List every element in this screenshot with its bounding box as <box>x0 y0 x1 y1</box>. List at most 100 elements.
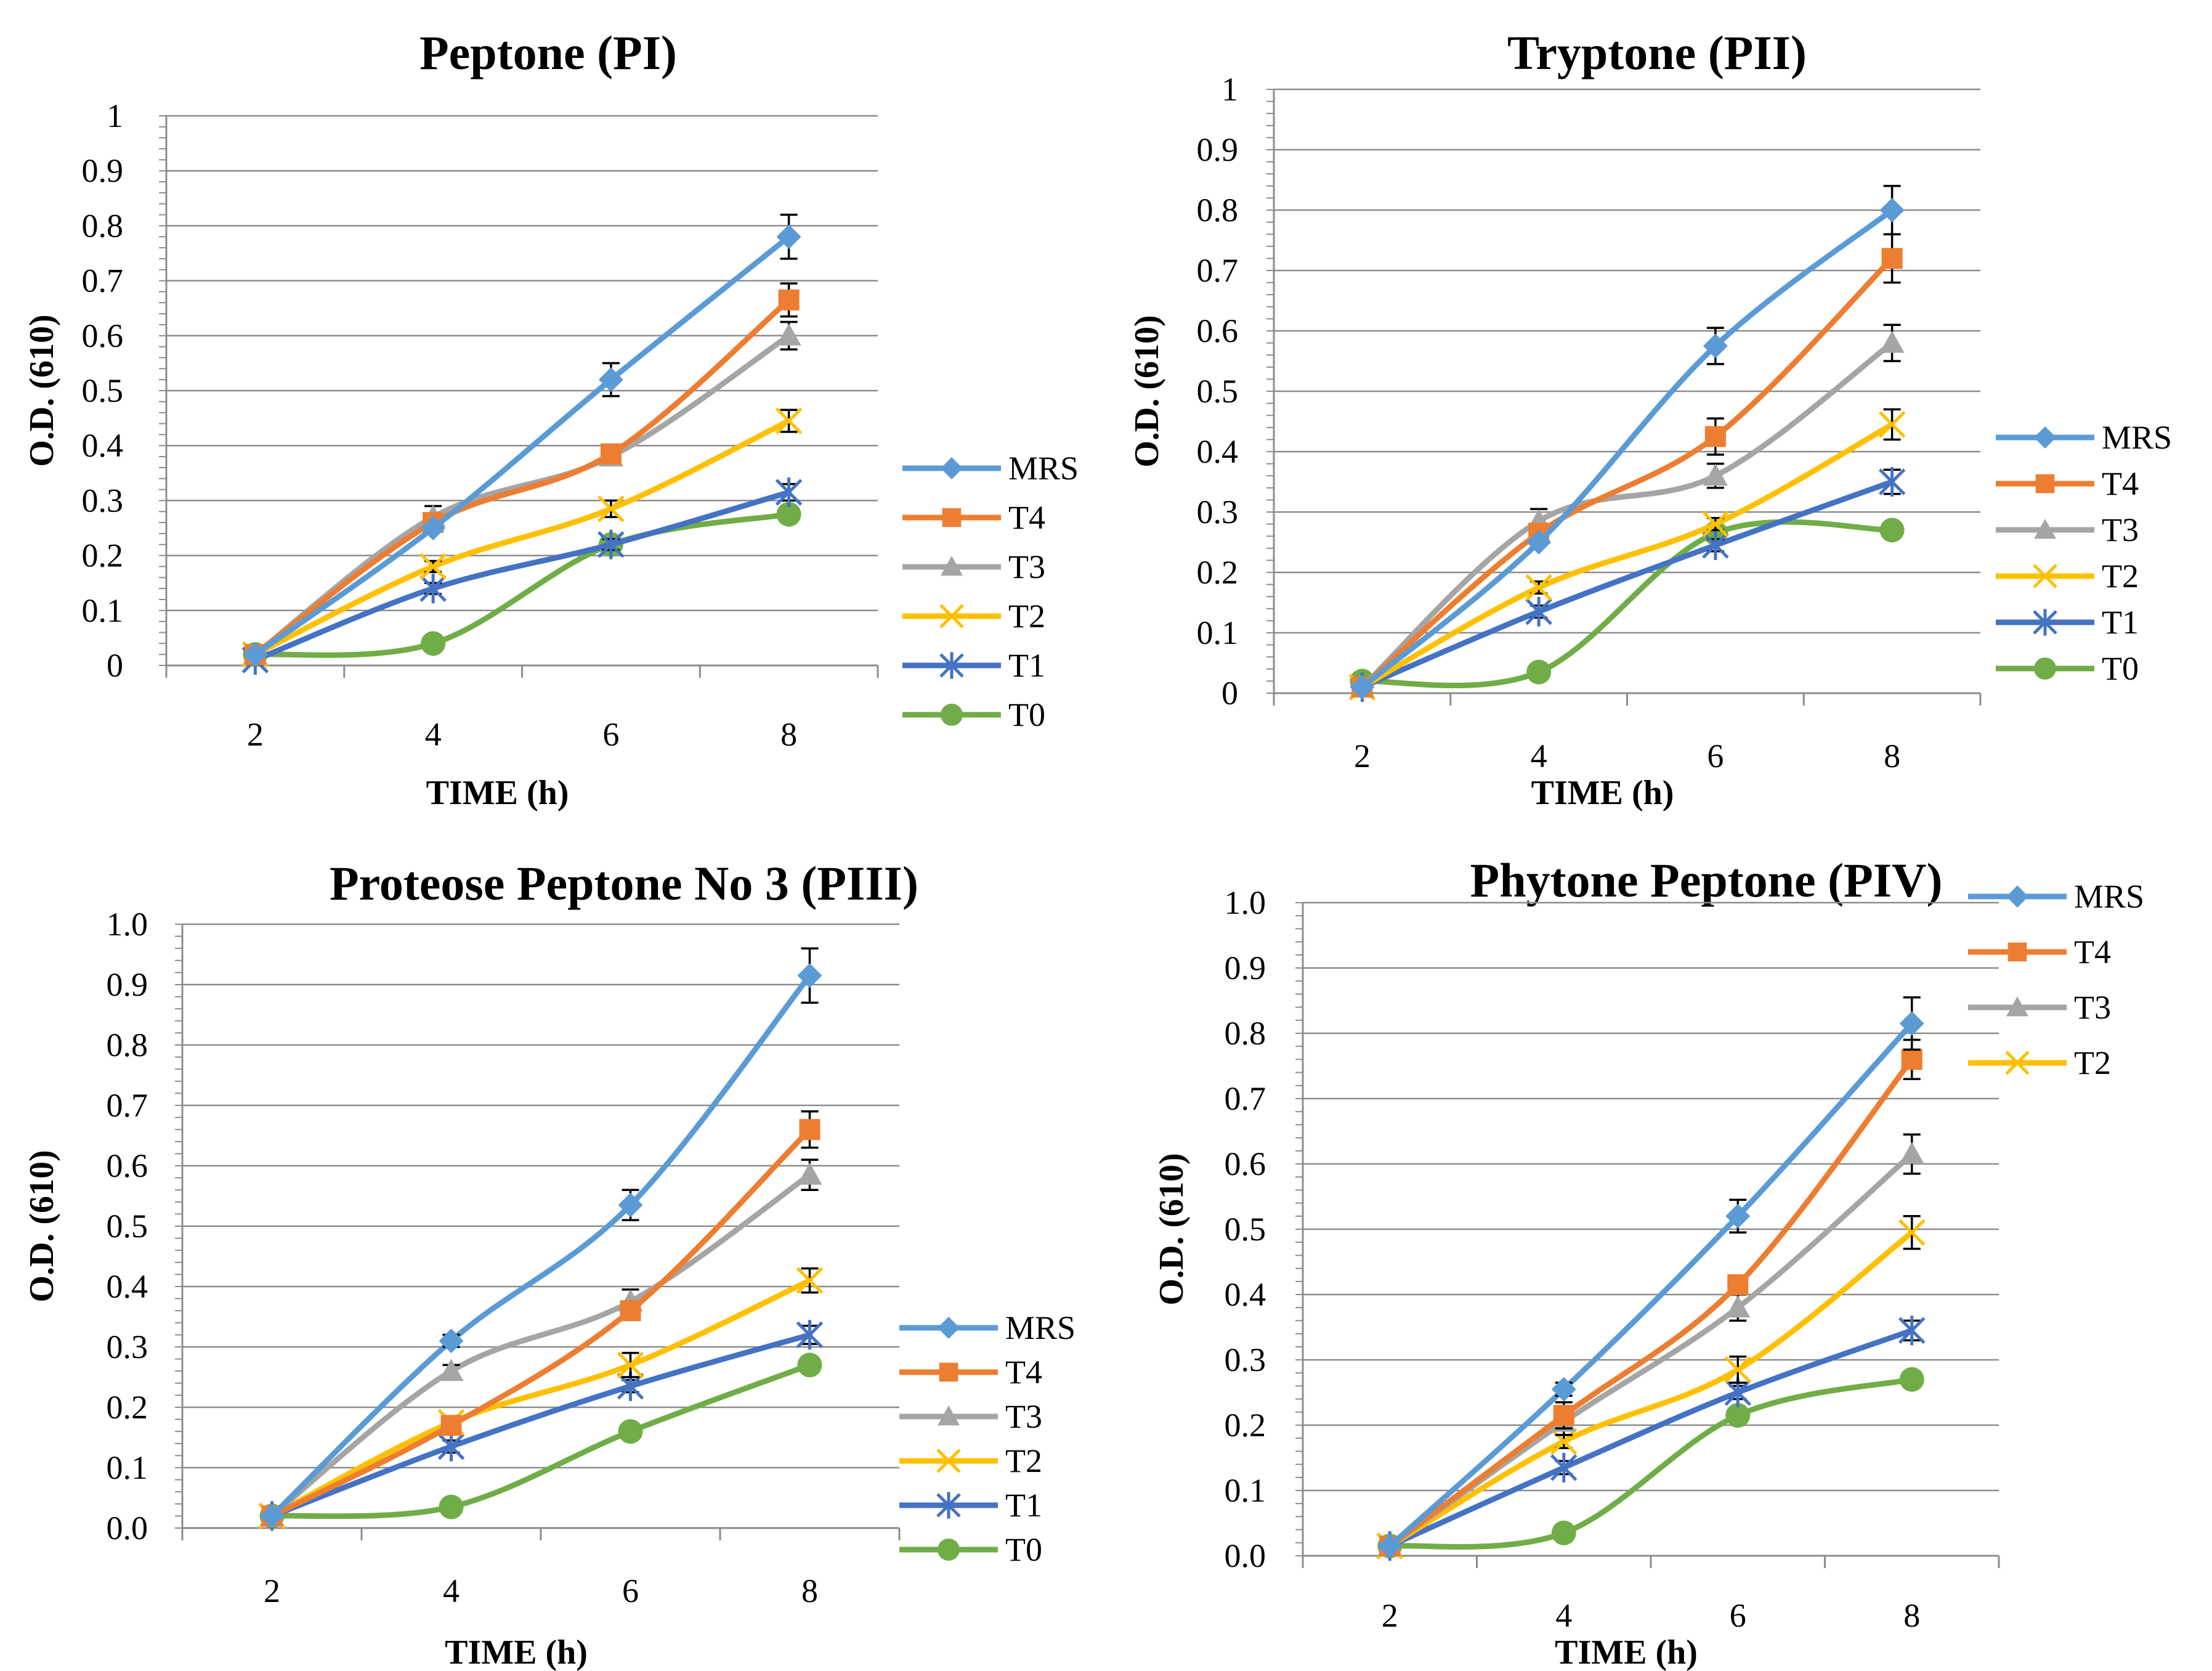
y-tick-label: 0.4 <box>82 427 124 464</box>
x-tick-label: 8 <box>1903 1597 1920 1634</box>
legend-item-T1: T1 <box>902 647 1045 684</box>
legend: MRS T4 T3 T2 T1 T0 <box>899 1309 1076 1568</box>
legend-label: T0 <box>2102 650 2139 687</box>
y-tick-label: 0.0 <box>107 1510 148 1547</box>
legend-label: T2 <box>1005 1442 1042 1479</box>
y-tick-label: 1.0 <box>1225 884 1266 921</box>
data-point <box>1702 530 1729 560</box>
y-tick-label: 0.5 <box>1225 1211 1266 1248</box>
legend-marker <box>2005 1051 2030 1075</box>
y-tick-label: 0.3 <box>107 1328 148 1365</box>
series-line <box>252 333 792 657</box>
y-tick-label: 0.9 <box>82 152 124 189</box>
y-tick-label: 0.4 <box>107 1268 148 1305</box>
series-T1 <box>1376 1315 1926 1561</box>
series-T4 <box>1379 1038 1922 1557</box>
legend-marker <box>941 704 963 726</box>
data-point <box>1724 1356 1752 1383</box>
y-tick-label: 0.3 <box>1225 1341 1266 1378</box>
y-tick-label: 0.8 <box>1225 1015 1266 1052</box>
data-point <box>1553 1405 1574 1426</box>
series-T3 <box>1350 323 1905 697</box>
legend-label: MRS <box>2102 419 2172 456</box>
series-MRS <box>259 947 822 1529</box>
series-T4 <box>245 282 800 665</box>
y-tick-label: 0.7 <box>107 1087 148 1124</box>
legend-marker <box>2033 609 2057 636</box>
legend-label: T3 <box>1008 548 1045 585</box>
legend-marker <box>938 1405 960 1426</box>
legend-marker <box>939 604 964 628</box>
x-tick-label: 6 <box>602 716 619 753</box>
series-line <box>252 234 792 657</box>
legend-label: T0 <box>1005 1531 1042 1568</box>
series-T0 <box>1377 1367 1924 1559</box>
data-point <box>1899 1142 1924 1165</box>
series-line <box>269 1277 812 1519</box>
y-tick-label: 0.6 <box>82 317 124 354</box>
y-tick-label: 0.4 <box>1197 433 1239 470</box>
data-point <box>259 1503 285 1529</box>
series-line <box>269 1332 812 1519</box>
data-point <box>776 502 801 527</box>
series-line <box>1359 255 1895 690</box>
series-line <box>269 1362 812 1519</box>
y-tick-label: 0.2 <box>1197 554 1239 591</box>
y-tick-label: 1 <box>1221 71 1238 108</box>
y-tick-label: 0.6 <box>107 1147 148 1184</box>
y-tick-label: 0.3 <box>82 482 124 519</box>
data-point <box>618 1192 643 1218</box>
legend-label: MRS <box>1008 450 1079 487</box>
data-point <box>1725 1403 1751 1428</box>
legend-marker <box>941 556 963 576</box>
series-T0 <box>1350 518 1905 694</box>
series-line <box>1359 421 1895 690</box>
series-T0 <box>243 502 801 667</box>
legend: MRS T4 T3 T2 T1 T0 <box>1996 419 2172 687</box>
legend-label: MRS <box>2074 878 2144 915</box>
legend-label: T4 <box>2074 933 2111 970</box>
data-point <box>1703 463 1728 486</box>
y-axis-title: O.D. (610) <box>23 1150 61 1302</box>
series-line <box>252 418 792 657</box>
chart-3: Proteose Peptone No 3 (PIII) 0.0 0.1 0.2 0.3… <box>23 856 1076 1671</box>
chart-title: Peptone (PI) <box>419 26 677 79</box>
data-point <box>421 516 446 540</box>
x-tick-label: 4 <box>1531 738 1547 775</box>
legend-item-T0: T0 <box>1996 650 2139 687</box>
data-point <box>1898 1315 1926 1346</box>
legend-label: T4 <box>2102 465 2139 502</box>
data-point <box>598 529 625 559</box>
y-tick-label: 0.2 <box>82 537 124 574</box>
legend-item-MRS: MRS <box>902 450 1079 487</box>
data-point <box>797 963 822 988</box>
data-point <box>1899 1011 1924 1036</box>
series-line <box>252 489 792 663</box>
legend-item-T3: T3 <box>902 548 1045 585</box>
x-tick-label: 2 <box>247 716 264 753</box>
series-line <box>1387 1056 1915 1549</box>
y-axis-title: O.D. (610) <box>1128 315 1166 467</box>
y-tick-label: 0.1 <box>82 592 124 629</box>
data-point <box>1879 330 1905 353</box>
chart-1: Peptone (PI) 0 0.1 0.2 0.3 0.4 0.5 0.6 0.7 0.8 0.9… <box>23 26 1079 812</box>
data-point <box>1725 1203 1751 1229</box>
data-point <box>1550 1428 1578 1455</box>
legend: MRS T4 T3 T2 T1 T0 <box>902 450 1079 733</box>
series-line <box>252 511 792 658</box>
x-axis-title: TIME (h) <box>445 1633 588 1671</box>
data-point <box>620 1300 641 1322</box>
legend-marker <box>936 1492 961 1519</box>
legend-item-T3: T3 <box>1996 511 2139 548</box>
y-tick-label: 0.2 <box>107 1389 148 1426</box>
legend-label: T4 <box>1005 1354 1042 1391</box>
legend-marker <box>938 1539 960 1561</box>
chart-title: Proteose Peptone No 3 (PIII) <box>330 856 918 910</box>
legend-label: T2 <box>2074 1044 2111 1081</box>
series-T1 <box>1348 467 1906 702</box>
data-point <box>1878 411 1906 438</box>
y-tick-label: 0 <box>1221 675 1238 712</box>
legend-label: MRS <box>1005 1309 1076 1346</box>
y-tick-label: 1.0 <box>107 906 148 943</box>
legend-marker <box>2006 885 2028 908</box>
